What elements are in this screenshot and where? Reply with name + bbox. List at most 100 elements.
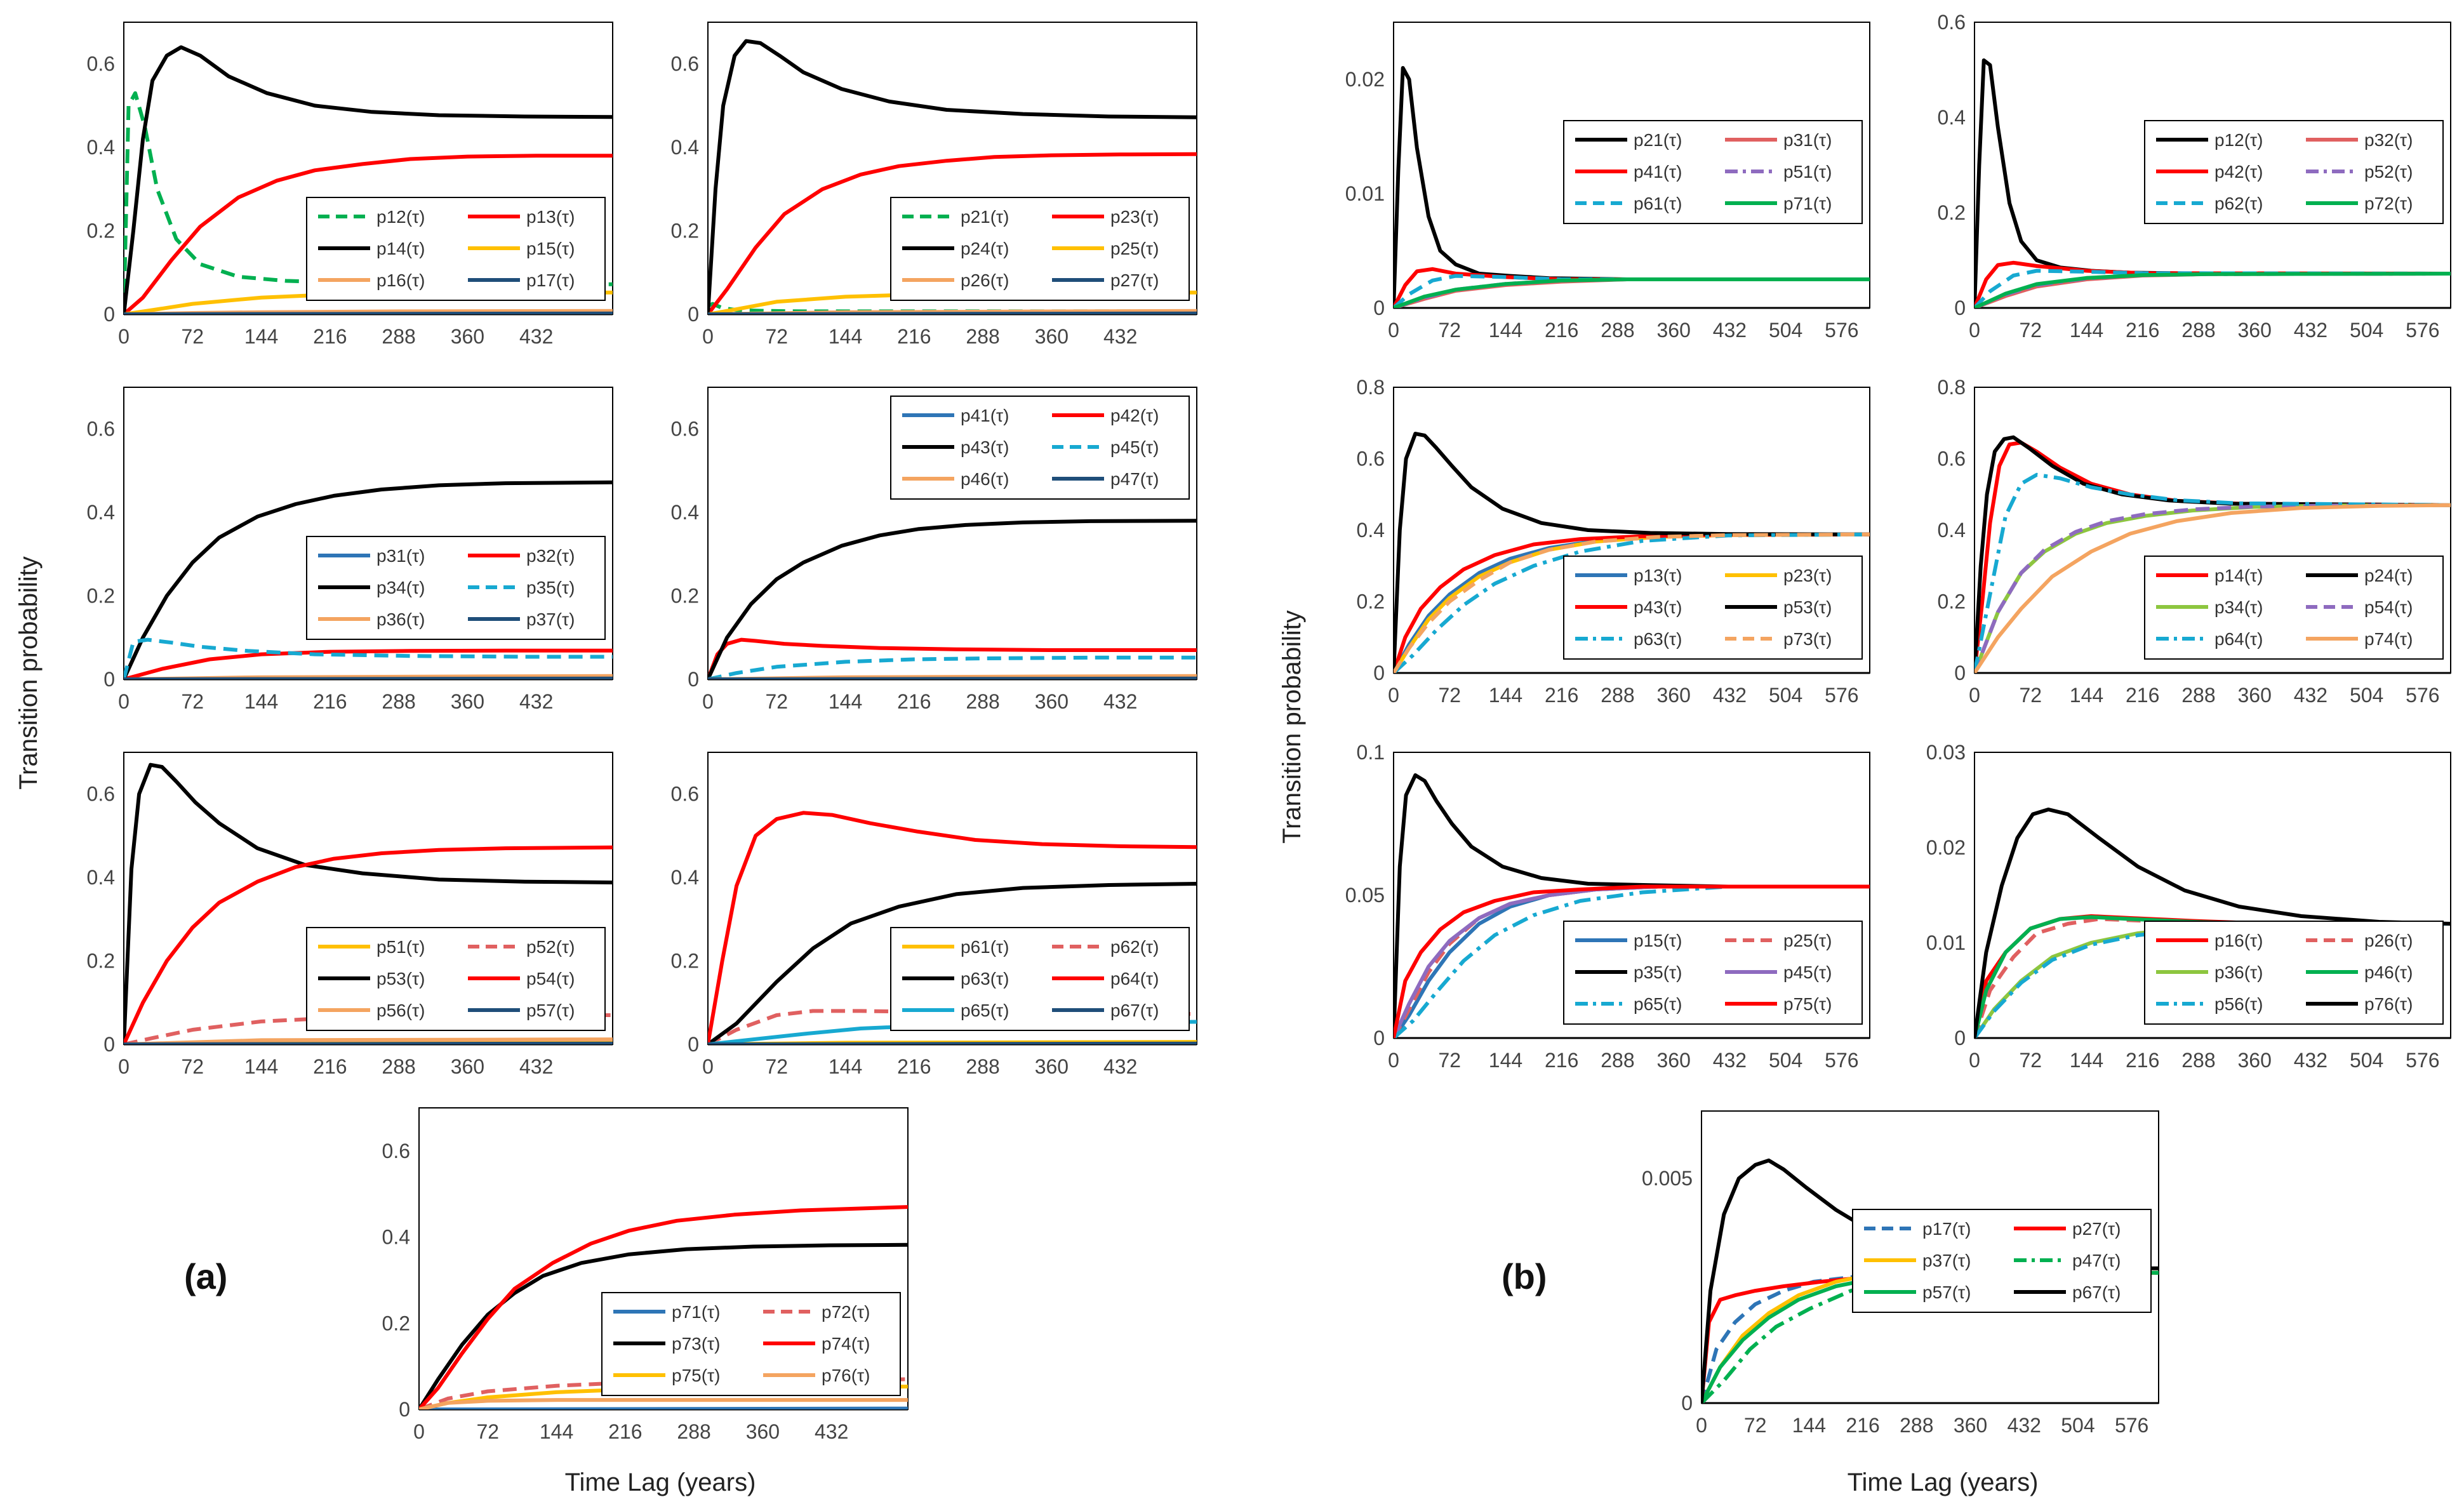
x-tick-label: 432 [815,1420,848,1443]
y-tick-label: 0 [1954,662,1966,684]
legend-entry: p34(τ) [2214,597,2263,617]
x-tick-label: 504 [2350,319,2383,342]
series-line-p54 [1975,503,2451,673]
chart-b4: 0 0.2 0.4 0.6 0.8 0 72 144 216 288 360 432 504 576 p14… [1938,376,2451,707]
x-tick-label: 360 [2237,684,2271,707]
series-line-p71 [1394,277,1870,308]
x-tick-label: 432 [2294,1049,2327,1072]
series-line-p56 [1975,922,2451,1038]
x-tick-label: 576 [1825,684,1858,707]
x-tick-label: 0 [1696,1414,1707,1437]
legend-entry: p54(τ) [2364,597,2413,617]
y-tick-label: 0.05 [1345,884,1385,907]
x-tick-label: 576 [2406,319,2439,342]
series-line-p24 [708,39,1197,314]
x-tick-label: 576 [1825,319,1858,342]
x-tick-label: 216 [313,325,347,348]
x-tick-label: 72 [2019,319,2042,342]
series-line-p14 [124,45,613,314]
legend-entry: p31(τ) [1783,130,1832,150]
x-tick-label: 288 [2181,319,2215,342]
legend-entry: p25(τ) [1110,239,1159,258]
legend-entry: p64(τ) [1110,969,1159,988]
legend: p61(τ) p62(τ) p63(τ) p64(τ) p65(τ) p67(τ) [890,927,1190,1031]
x-tick-label: 144 [540,1420,573,1443]
y-tick-label: 0.01 [1926,931,1966,954]
x-tick-label: 576 [2406,1049,2439,1072]
series-line-p75 [1394,884,1870,1038]
legend-entry: p27(τ) [1110,270,1159,290]
x-tick-label: 360 [1656,319,1690,342]
legend-entry: p65(τ) [961,1001,1009,1020]
x-tick-label: 288 [382,325,415,348]
y-tick-label: 0.4 [87,136,115,159]
legend-entry: p23(τ) [1783,566,1832,585]
y-tick-label: 0 [1954,1027,1966,1049]
legend-entry: p76(τ) [822,1366,870,1385]
x-tick-label: 216 [608,1420,642,1443]
legend-entry: p53(τ) [1783,597,1832,617]
series-line-p76 [1975,808,2451,1038]
y-tick-label: 0.4 [1938,519,1966,542]
legend-entry: p13(τ) [1634,566,1682,585]
series-lines [1394,66,1870,308]
x-tick-label: 72 [181,690,204,713]
x-tick-label: 360 [746,1420,780,1443]
x-tick-label: 72 [1744,1414,1767,1437]
y-tick-label: 0.2 [1938,201,1966,224]
y-tick-label: 0 [688,668,699,691]
series-line-p41 [1394,267,1870,308]
series-line-p35 [124,637,613,679]
x-tick-label: 216 [313,690,347,713]
chart-b2: 0 0.2 0.4 0.6 0 72 144 216 288 360 432 504 576 p12(τ)… [1938,11,2451,342]
x-tick-label: 288 [966,690,999,713]
legend-entry: p13(τ) [526,207,575,227]
legend-entry: p67(τ) [1110,1001,1159,1020]
chart-a6: 0 0.2 0.4 0.6 0 72 144 216 288 360 432 p61(τ) p62(τ)… [671,752,1197,1078]
series-line-p24 [1975,435,2451,673]
legend-entry: p71(τ) [672,1302,720,1322]
legend-entry: p42(τ) [1110,406,1159,425]
y-tick-label: 0.02 [1345,68,1385,91]
x-tick-label: 432 [1713,319,1747,342]
legend-entry: p36(τ) [2214,962,2263,982]
chart-a4: 0 0.2 0.4 0.6 0 72 144 216 288 360 432 p41(τ) p42(τ)… [671,387,1197,713]
y-tick-label: 0.2 [1357,590,1385,613]
legend-entry: p65(τ) [1634,994,1682,1014]
legend-entry: p47(τ) [1110,469,1159,489]
y-tick-label: 0.03 [1926,741,1966,764]
y-tick-label: 0.8 [1938,376,1966,399]
x-tick-label: 144 [244,1055,278,1078]
legend-entry: p43(τ) [961,437,1009,457]
chart-a3: 0 0.2 0.4 0.6 0 72 144 216 288 360 432 p31(τ) p32(τ)… [87,387,613,713]
legend-entry: p12(τ) [2214,130,2263,150]
x-tick-label: 144 [2070,319,2103,342]
legend: p14(τ) p24(τ) p34(τ) p54(τ) p64(τ) p74(τ) [2144,556,2444,660]
y-tick-label: 0.4 [671,866,699,889]
series-line-p23 [708,152,1197,314]
y-axis-label-a: Transition probability [15,556,43,790]
legend-entry: p52(τ) [526,937,575,957]
x-tick-label: 0 [702,325,714,348]
series-line-p53 [124,762,613,1044]
x-tick-label: 144 [1489,319,1522,342]
x-tick-label: 288 [1900,1414,1933,1437]
x-tick-label: 72 [765,690,788,713]
legend-entry: p35(τ) [1634,962,1682,982]
legend: p12(τ) p13(τ) p14(τ) p15(τ) p16(τ) p17(τ) [306,197,606,301]
y-tick-label: 0.6 [382,1140,410,1162]
legend-entry: p37(τ) [1922,1251,1971,1270]
series-line-p76 [419,1398,908,1409]
legend: p31(τ) p32(τ) p34(τ) p35(τ) p36(τ) p37(τ) [306,536,606,640]
x-tick-label: 288 [1601,1049,1634,1072]
legend-entry: p21(τ) [1634,130,1682,150]
x-tick-label: 288 [2181,1049,2215,1072]
x-axis-label-a: Time Lag (years) [565,1468,756,1496]
chart-a2: 0 0.2 0.4 0.6 0 72 144 216 288 360 432 p21(τ) p23(τ)… [671,22,1197,348]
x-tick-label: 432 [1103,1055,1137,1078]
x-tick-label: 72 [2019,684,2042,707]
y-tick-label: 0.2 [671,950,699,973]
legend: p41(τ) p42(τ) p43(τ) p45(τ) p46(τ) p47(τ) [890,396,1190,500]
